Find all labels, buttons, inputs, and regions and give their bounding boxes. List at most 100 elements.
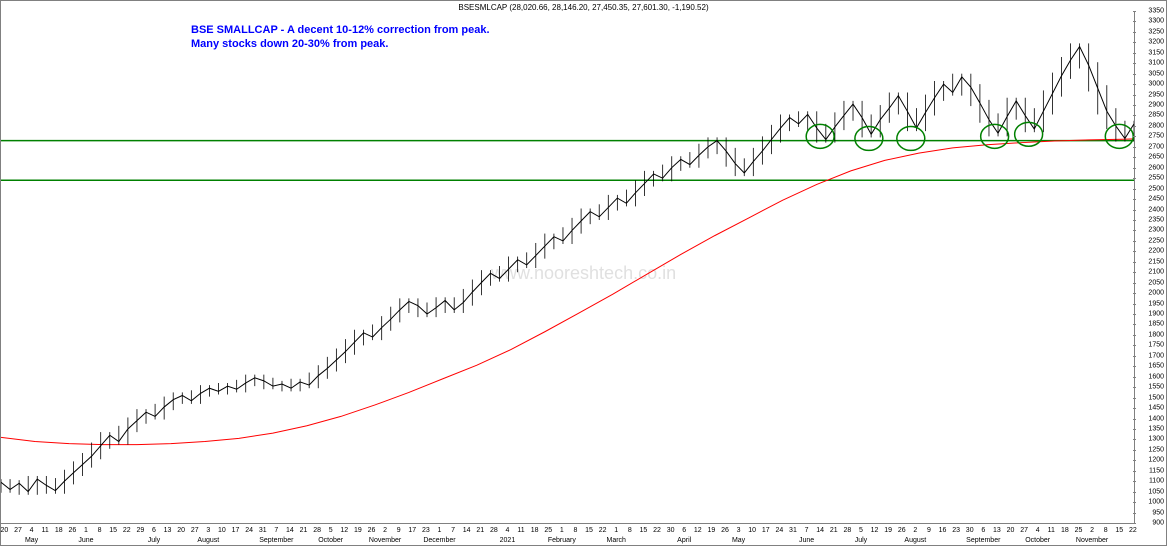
y-tick-mark — [1133, 126, 1136, 127]
x-tick-day: 31 — [259, 527, 267, 534]
x-tick-day: 22 — [653, 527, 661, 534]
x-tick-day: 12 — [340, 527, 348, 534]
y-tick-label: 2650 — [1148, 154, 1164, 161]
y-tick-label: 2700 — [1148, 143, 1164, 150]
y-tick-label: 1350 — [1148, 425, 1164, 432]
x-tick-day: 9 — [397, 527, 401, 534]
x-tick-month: June — [799, 537, 814, 544]
x-tick-day: 20 — [177, 527, 185, 534]
y-tick-mark — [1133, 210, 1136, 211]
y-tick-mark — [1133, 251, 1136, 252]
x-tick-day: 15 — [1115, 527, 1123, 534]
y-tick-mark — [1133, 377, 1136, 378]
y-tick-label: 2000 — [1148, 290, 1164, 297]
y-tick-label: 1050 — [1148, 488, 1164, 495]
y-tick-mark — [1133, 492, 1136, 493]
y-tick-label: 2300 — [1148, 227, 1164, 234]
y-tick-label: 2500 — [1148, 185, 1164, 192]
x-tick-day: 19 — [707, 527, 715, 534]
y-tick-mark — [1133, 439, 1136, 440]
y-tick-label: 2800 — [1148, 122, 1164, 129]
y-tick-label: 1100 — [1149, 478, 1164, 485]
x-tick-day: 20 — [0, 527, 8, 534]
y-tick-mark — [1133, 450, 1136, 451]
x-tick-day: 28 — [313, 527, 321, 534]
y-tick-mark — [1133, 115, 1136, 116]
y-tick-mark — [1133, 157, 1136, 158]
x-tick-day: 30 — [966, 527, 974, 534]
x-tick-month: July — [148, 537, 160, 544]
y-tick-mark — [1133, 32, 1136, 33]
y-tick-label: 2550 — [1148, 175, 1164, 182]
y-tick-mark — [1133, 471, 1136, 472]
y-tick-mark — [1133, 272, 1136, 273]
y-tick-label: 2900 — [1148, 102, 1164, 109]
x-tick-day: 22 — [123, 527, 131, 534]
x-tick-day: 6 — [682, 527, 686, 534]
x-tick-day: 10 — [748, 527, 756, 534]
x-tick-day: 18 — [1061, 527, 1069, 534]
y-tick-mark — [1133, 345, 1136, 346]
y-tick-mark — [1133, 502, 1136, 503]
x-tick-day: 26 — [68, 527, 76, 534]
y-tick-mark — [1133, 366, 1136, 367]
y-tick-mark — [1133, 230, 1136, 231]
x-tick-day: 31 — [789, 527, 797, 534]
x-tick-day: 19 — [354, 527, 362, 534]
y-tick-label: 2050 — [1148, 279, 1164, 286]
y-tick-label: 1700 — [1148, 352, 1164, 359]
x-tick-day: 11 — [1048, 527, 1055, 534]
plot-area — [1, 11, 1134, 523]
x-tick-day: 4 — [30, 527, 34, 534]
x-tick-day: 2 — [1090, 527, 1094, 534]
y-tick-mark — [1133, 136, 1136, 137]
x-tick-day: 6 — [981, 527, 985, 534]
y-tick-mark — [1133, 11, 1136, 12]
y-tick-mark — [1133, 189, 1136, 190]
x-tick-day: 24 — [775, 527, 783, 534]
x-tick-month: June — [78, 537, 93, 544]
x-tick-day: 1 — [438, 527, 442, 534]
x-tick-day: 23 — [952, 527, 960, 534]
x-tick-day: 1 — [84, 527, 88, 534]
x-tick-day: 4 — [1036, 527, 1040, 534]
y-tick-mark — [1133, 63, 1136, 64]
x-tick-month: September — [966, 537, 1000, 544]
x-tick-day: 26 — [368, 527, 376, 534]
y-tick-mark — [1133, 283, 1136, 284]
x-tick-day: 7 — [451, 527, 455, 534]
y-tick-mark — [1133, 262, 1136, 263]
y-tick-label: 1600 — [1148, 373, 1164, 380]
y-tick-label: 1000 — [1148, 499, 1164, 506]
x-tick-day: 5 — [329, 527, 333, 534]
x-tick-month: May — [25, 537, 38, 544]
x-tick-day: 13 — [164, 527, 172, 534]
y-tick-mark — [1133, 95, 1136, 96]
y-tick-mark — [1133, 419, 1136, 420]
x-tick-day: 24 — [245, 527, 253, 534]
y-tick-mark — [1133, 513, 1136, 514]
x-tick-day: 21 — [476, 527, 484, 534]
x-tick-day: 12 — [694, 527, 702, 534]
x-tick-day: 26 — [721, 527, 729, 534]
y-tick-label: 1200 — [1148, 457, 1164, 464]
x-tick-month: March — [606, 537, 625, 544]
x-tick-day: 4 — [505, 527, 509, 534]
x-tick-day: 6 — [152, 527, 156, 534]
y-tick-label: 3200 — [1148, 39, 1164, 46]
x-tick-month: December — [423, 537, 455, 544]
y-tick-label: 3250 — [1148, 28, 1164, 35]
x-tick-month: November — [369, 537, 401, 544]
x-tick-day: 9 — [927, 527, 931, 534]
x-tick-day: 28 — [490, 527, 498, 534]
x-tick-day: 26 — [898, 527, 906, 534]
x-tick-day: 1 — [560, 527, 564, 534]
y-tick-label: 1900 — [1148, 311, 1164, 318]
x-tick-month: October — [318, 537, 343, 544]
y-tick-mark — [1133, 84, 1136, 85]
x-tick-day: 3 — [206, 527, 210, 534]
x-tick-day: 7 — [805, 527, 809, 534]
y-tick-mark — [1133, 147, 1136, 148]
x-tick-day: 11 — [517, 527, 524, 534]
x-tick-month: February — [548, 537, 576, 544]
